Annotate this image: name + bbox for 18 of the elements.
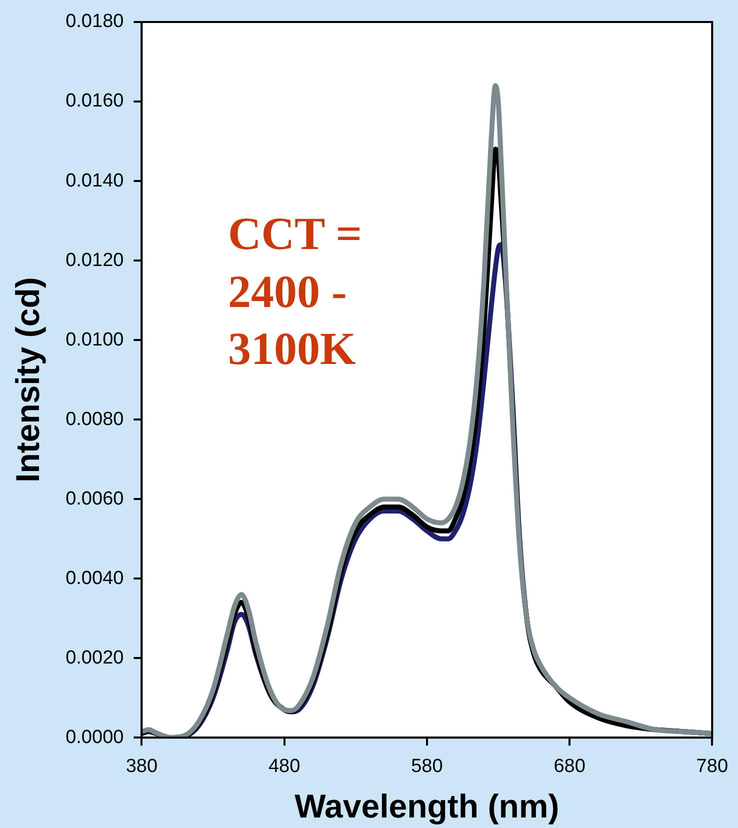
- x-tick-label: 480: [268, 756, 300, 778]
- x-tick-label: 680: [554, 756, 586, 778]
- x-tick-label: 380: [126, 756, 158, 778]
- y-tick-label: 0.0180: [66, 11, 124, 32]
- annotation: CCT = 2400 - 3100K: [228, 207, 364, 376]
- y-tick-label: 0.0000: [66, 726, 124, 748]
- y-tick-label: 0.0020: [66, 647, 124, 668]
- y-tick-label: 0.0160: [66, 90, 124, 112]
- y-tick-label: 0.0060: [66, 488, 124, 510]
- y-tick-label: 0.0140: [66, 170, 124, 192]
- y-axis-title: Intensity (cd): [8, 277, 46, 482]
- y-tick-label: 0.0080: [66, 408, 124, 430]
- x-axis-title: Wavelength (nm): [294, 787, 560, 824]
- y-tick-label: 0.0100: [66, 329, 124, 350]
- y-tick-label: 0.0040: [66, 568, 124, 589]
- x-tick-label: 580: [411, 756, 443, 778]
- x-tick-label: 780: [696, 756, 728, 778]
- y-tick-label: 0.0120: [66, 250, 124, 271]
